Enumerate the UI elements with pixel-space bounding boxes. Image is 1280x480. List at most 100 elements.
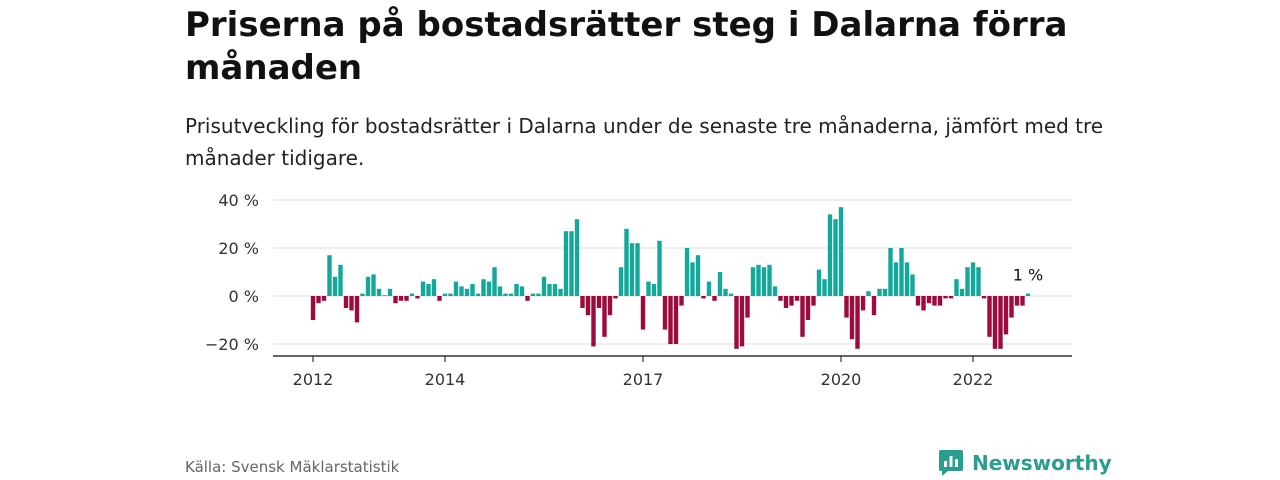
bar (668, 296, 673, 344)
bar (767, 264, 772, 296)
bar (778, 296, 783, 301)
bar (959, 288, 965, 296)
bar (849, 296, 855, 340)
bar (701, 296, 706, 299)
bar (750, 267, 756, 296)
bar (437, 296, 442, 301)
bar (811, 296, 816, 306)
bar (805, 296, 811, 320)
bar (409, 293, 415, 296)
bar (954, 279, 959, 296)
bar (915, 296, 921, 306)
bar (761, 267, 767, 296)
y-axis-labels: 40 % 20 % 0 % −20 % (205, 191, 259, 354)
bar (442, 293, 448, 296)
bar (800, 296, 805, 337)
bar (547, 284, 552, 296)
bar (772, 286, 778, 296)
bar (580, 296, 585, 308)
brand-logo: Newsworthy (938, 449, 1112, 477)
bar (723, 288, 728, 296)
bar-chart: 40 % 20 % 0 % −20 % 2012 2014 2017 2020 2022 1 … (205, 191, 1072, 389)
bar (327, 255, 332, 296)
bar (794, 296, 800, 301)
bars (310, 207, 1031, 349)
y-tick-label: 20 % (218, 239, 259, 258)
x-tick-label: 2022 (953, 370, 994, 389)
bar (739, 296, 745, 347)
bar (657, 240, 662, 296)
bar (354, 296, 360, 323)
y-tick-label: 40 % (218, 191, 259, 210)
bar (717, 272, 723, 296)
bar (503, 293, 508, 296)
bar (404, 296, 409, 301)
y-tick-label: 0 % (229, 287, 259, 306)
bar (893, 262, 899, 296)
bar (431, 279, 437, 296)
bar (1020, 296, 1025, 306)
chart-title: Priserna på bostadsrätter steg i Dalarna… (185, 5, 1068, 88)
bar (871, 296, 877, 316)
bar (530, 293, 536, 296)
bar (987, 296, 992, 337)
bar (976, 267, 981, 296)
bar (662, 296, 668, 330)
bar (497, 286, 503, 296)
bar (684, 248, 690, 296)
bar (508, 293, 514, 296)
bar (877, 288, 882, 296)
bar (448, 293, 453, 296)
bar (393, 296, 398, 304)
bar (607, 296, 613, 316)
bar (910, 274, 915, 296)
bar (514, 284, 519, 296)
bar (756, 264, 761, 296)
bar (1009, 296, 1014, 318)
bar (855, 296, 860, 349)
x-tick-label: 2017 (623, 370, 664, 389)
bar (415, 296, 420, 299)
x-axis-labels: 2012 2014 2017 2020 2022 (293, 356, 994, 389)
bar (789, 296, 794, 306)
bar (943, 296, 948, 299)
bar (310, 296, 316, 320)
bar (640, 296, 646, 330)
bar (734, 296, 739, 349)
bar (618, 267, 624, 296)
bar (613, 296, 618, 299)
bar (888, 248, 893, 296)
bar (481, 279, 486, 296)
bar (882, 288, 888, 296)
bar (1003, 296, 1009, 335)
bar (398, 296, 404, 301)
bar (591, 296, 596, 347)
x-tick-label: 2020 (821, 370, 862, 389)
bar (519, 286, 525, 296)
bar (673, 296, 679, 344)
bar (948, 296, 954, 299)
bar (926, 296, 932, 304)
bar (453, 281, 459, 296)
bar (899, 248, 904, 296)
bar (420, 281, 426, 296)
bar (426, 284, 431, 296)
bar (651, 284, 657, 296)
bar (552, 284, 558, 296)
bar (816, 269, 822, 296)
bar (486, 281, 492, 296)
bar (475, 293, 481, 296)
bar (844, 296, 849, 318)
bar (596, 296, 602, 308)
last-value-label: 1 % (1013, 266, 1043, 285)
bar (558, 288, 563, 296)
bar (569, 231, 574, 296)
bar (866, 291, 871, 296)
bar (574, 219, 580, 296)
bar (679, 296, 684, 306)
bar (349, 296, 354, 311)
bar (492, 267, 497, 296)
bar (712, 296, 717, 301)
bar (970, 262, 976, 296)
bar (965, 267, 970, 296)
